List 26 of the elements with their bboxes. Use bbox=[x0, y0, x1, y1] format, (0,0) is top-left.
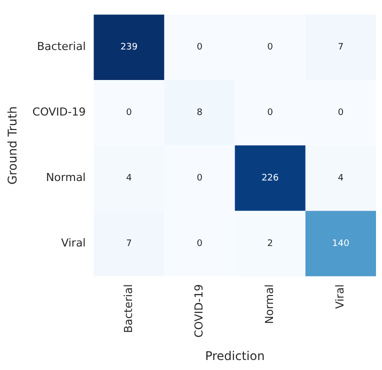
x-tick-label: Bacterial bbox=[122, 284, 135, 334]
data-label: 140 bbox=[332, 238, 350, 249]
y-tick-label: Bacterial bbox=[36, 40, 86, 54]
data-label: 0 bbox=[196, 42, 203, 53]
data-label: 0 bbox=[126, 108, 132, 118]
data-label: 226 bbox=[262, 173, 280, 184]
data-label: 0 bbox=[196, 238, 203, 249]
data-label: 0 bbox=[267, 42, 274, 53]
data-label: 239 bbox=[120, 42, 138, 53]
y-tick-label: Normal bbox=[46, 170, 86, 184]
x-tick-label: COVID-19 bbox=[192, 284, 206, 338]
data-label: 7 bbox=[126, 238, 132, 249]
x-axis-title: Prediction bbox=[205, 348, 265, 363]
data-label: 0 bbox=[196, 173, 203, 184]
y-tick-label: COVID-19 bbox=[32, 106, 86, 119]
data-label: 8 bbox=[196, 108, 203, 118]
data-label: 4 bbox=[126, 173, 132, 184]
y-axis-title: Ground Truth bbox=[5, 106, 20, 185]
x-tick-label: Viral bbox=[334, 284, 347, 309]
data-label: 0 bbox=[338, 108, 344, 118]
data-label: 4 bbox=[338, 173, 344, 184]
data-label: 7 bbox=[338, 42, 344, 53]
y-tick-label: Viral bbox=[61, 236, 86, 250]
data-label: 0 bbox=[267, 108, 274, 118]
data-label: 2 bbox=[267, 238, 274, 249]
x-tick-label: Normal bbox=[263, 284, 276, 324]
